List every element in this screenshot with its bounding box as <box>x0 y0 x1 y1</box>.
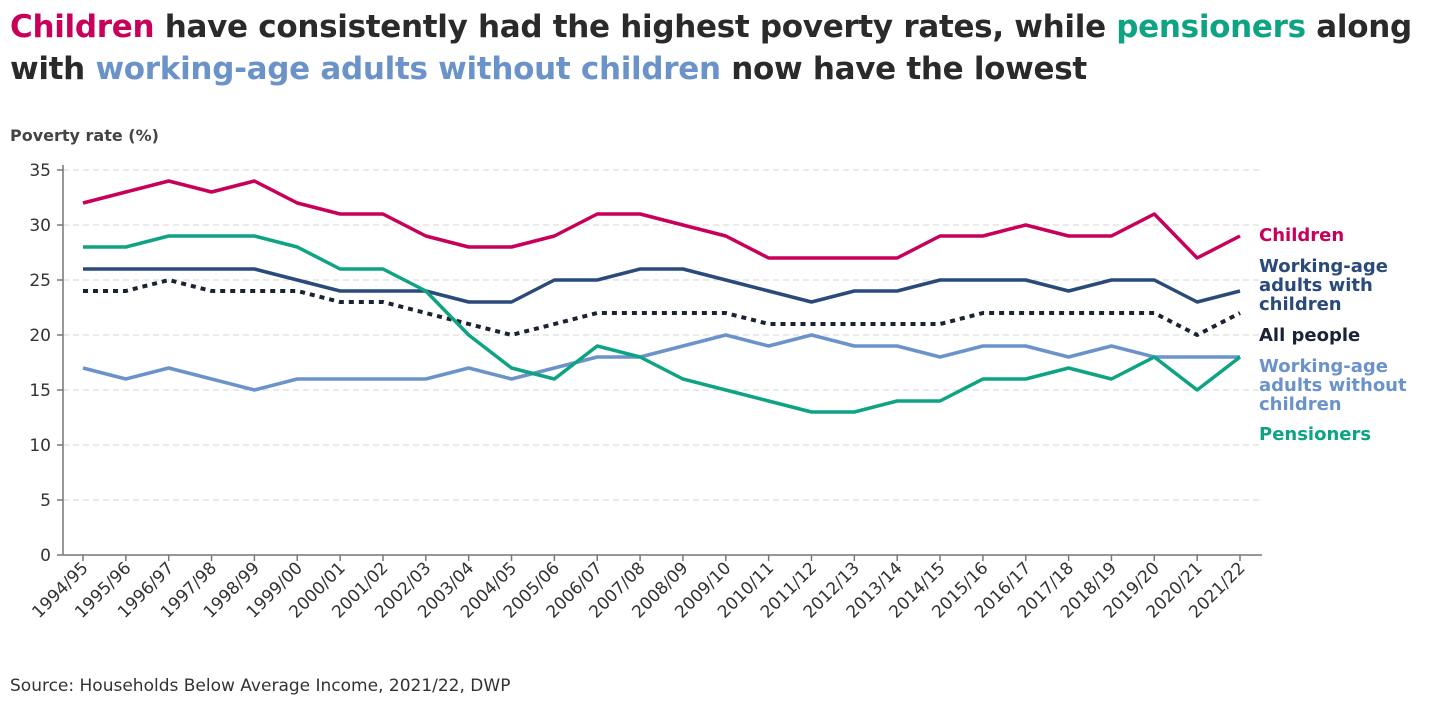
y-tick-label: 15 <box>29 381 51 401</box>
series-label-line: Working-age <box>1259 256 1389 277</box>
series-label-all: All people <box>1259 326 1360 345</box>
y-tick-label: 30 <box>29 216 51 236</box>
series-line-all-people <box>83 278 1241 337</box>
y-tick-label: 10 <box>29 436 51 456</box>
series-label-children: Children <box>1259 226 1344 245</box>
title-text: with <box>10 51 96 87</box>
series-label-line: Pensioners <box>1259 424 1372 445</box>
title-text: now have the lowest <box>720 51 1087 87</box>
series-line-children <box>82 179 1241 260</box>
y-tick-label: 5 <box>40 491 51 511</box>
series-label-line: children <box>1259 294 1342 315</box>
series-label-with-children: Working-age adults with children <box>1259 257 1388 314</box>
series-label-line: All people <box>1259 325 1361 346</box>
series-label-line: adults without <box>1259 375 1407 396</box>
series-label-line: children <box>1259 394 1342 415</box>
title-children: Children <box>10 9 155 45</box>
y-axis-label: Poverty rate (%) <box>10 126 159 145</box>
y-tick-label: 25 <box>29 271 51 291</box>
title-text: have consistently had the highest povert… <box>154 9 1117 45</box>
series-label-line: Children <box>1259 225 1345 246</box>
source-note: Source: Households Below Average Income,… <box>10 676 511 696</box>
chart-title: Children have consistently had the highe… <box>10 6 1412 90</box>
y-tick-label: 20 <box>29 326 51 346</box>
y-tick-label: 0 <box>40 546 51 566</box>
title-text: along <box>1305 9 1412 45</box>
series-label-line: adults with <box>1259 275 1373 296</box>
title-pensioners: pensioners <box>1116 9 1306 45</box>
series-label-without-children: Working-age adults without children <box>1259 357 1407 414</box>
series-line-pensioners <box>83 234 1242 414</box>
series-line-working-age-adults-without-children <box>82 333 1240 392</box>
series-line-working-age-adults-with-children <box>83 267 1241 304</box>
title-without-children: working-age adults without children <box>95 51 721 87</box>
series-label-pensioners: Pensioners <box>1259 425 1371 444</box>
y-tick-label: 35 <box>29 161 51 181</box>
series-label-line: Working-age <box>1259 356 1389 377</box>
